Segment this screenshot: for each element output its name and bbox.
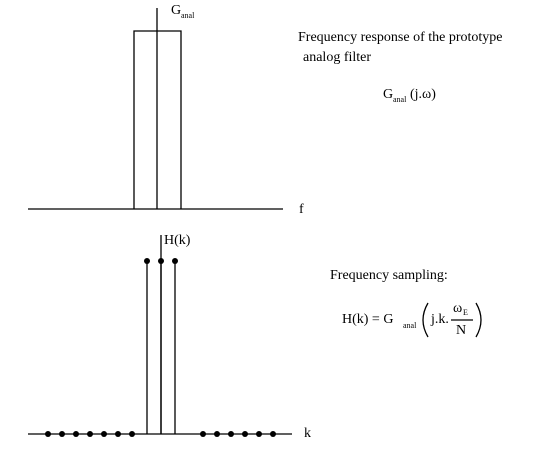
stem-dot [144,258,150,264]
frac-num: ω [453,301,462,316]
formula-arg: j.k. [430,312,449,327]
sampling-heading: Frequency sampling: [330,268,448,283]
top-formula-sub: anal [393,95,407,104]
top-text-line2: analog filter [303,50,371,65]
paren-left [422,302,429,338]
h-label: H(k) [164,233,191,248]
top-text-line1: Frequency response of the prototype [298,30,503,45]
g-label: G [171,3,181,18]
stem-dot [172,258,178,264]
formula-sub: anal [403,321,417,330]
stem-dot [158,258,164,264]
frac-den: N [456,323,466,338]
zero-samples [45,431,276,437]
paren-right [475,302,482,338]
filter-rect [133,30,182,209]
k-label: k [304,426,311,441]
frac-num-sub: E [463,308,468,317]
g-label-sub: anal [181,11,195,20]
f-label: f [299,202,304,217]
formula-lhs: H(k) = G [342,312,393,327]
top-formula-arg: (j.ω) [410,87,436,102]
top-formula-main: G [383,87,393,102]
